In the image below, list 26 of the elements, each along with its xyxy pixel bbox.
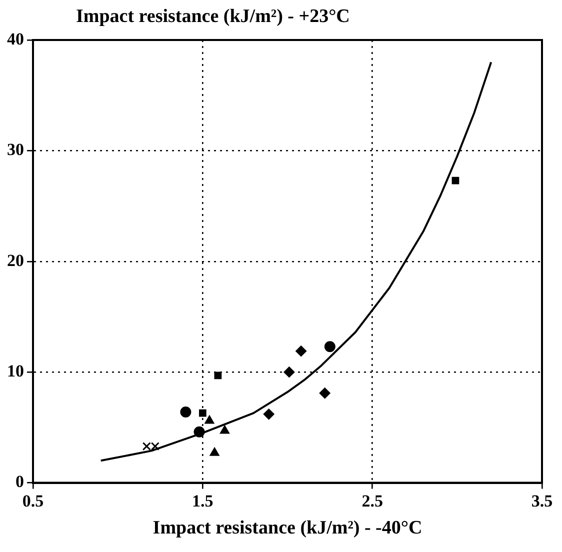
point — [214, 372, 222, 380]
x-tick-label: 2.5 — [362, 491, 383, 510]
point — [150, 442, 160, 451]
point — [220, 425, 230, 434]
point — [263, 408, 274, 420]
point — [142, 442, 151, 451]
point — [296, 346, 307, 357]
point — [324, 341, 336, 352]
point — [210, 447, 220, 456]
x-tick-label: 3.5 — [531, 491, 553, 510]
x-axis-title: Impact resistance (kJ/m²) - -40°C — [152, 518, 422, 539]
x-tick-label: 1.5 — [192, 491, 214, 510]
y-tick-label: 10 — [7, 361, 24, 380]
y-tick-label: 0 — [16, 472, 24, 492]
y-tick-label: 30 — [7, 140, 24, 160]
point — [204, 415, 214, 424]
y-tick-label: 40 — [7, 29, 24, 48]
point — [194, 426, 205, 438]
x-tick-label: 0.5 — [22, 491, 44, 510]
y-tick-label: 20 — [7, 250, 24, 270]
point — [198, 409, 206, 417]
point — [452, 176, 460, 184]
point — [284, 366, 295, 378]
point — [319, 388, 330, 399]
point — [180, 406, 192, 418]
y-axis-title: Impact resistance (kJ/m²) - +23°C — [76, 6, 350, 28]
